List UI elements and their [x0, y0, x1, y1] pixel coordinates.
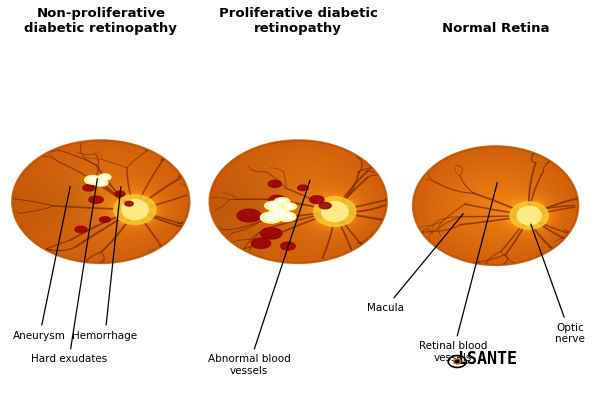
Ellipse shape — [115, 191, 125, 196]
Ellipse shape — [83, 185, 95, 191]
Text: SANTE: SANTE — [467, 350, 517, 368]
Ellipse shape — [282, 203, 296, 210]
Ellipse shape — [285, 204, 293, 208]
Ellipse shape — [101, 175, 109, 179]
Ellipse shape — [265, 214, 278, 221]
Text: Optic
nerve: Optic nerve — [531, 224, 585, 344]
Ellipse shape — [88, 177, 98, 182]
Text: Non-proliferative
diabetic retinopathy: Non-proliferative diabetic retinopathy — [25, 7, 177, 35]
Ellipse shape — [281, 242, 295, 250]
Ellipse shape — [99, 174, 111, 180]
Ellipse shape — [277, 199, 287, 204]
Text: Aneurysm: Aneurysm — [13, 186, 70, 340]
Ellipse shape — [298, 185, 308, 190]
Text: Proliferative diabetic
retinopathy: Proliferative diabetic retinopathy — [219, 7, 377, 35]
Ellipse shape — [85, 176, 101, 184]
Ellipse shape — [455, 360, 459, 363]
Ellipse shape — [269, 206, 289, 217]
Text: Hemorrhage: Hemorrhage — [73, 186, 137, 340]
Text: Normal Retina: Normal Retina — [442, 22, 550, 35]
Ellipse shape — [517, 206, 541, 225]
Ellipse shape — [97, 180, 105, 185]
Ellipse shape — [260, 212, 282, 223]
Ellipse shape — [114, 195, 156, 224]
Ellipse shape — [314, 197, 356, 226]
Text: Abnormal blood
vessels: Abnormal blood vessels — [208, 180, 310, 376]
Ellipse shape — [260, 228, 282, 239]
Ellipse shape — [122, 200, 148, 220]
Text: Macula: Macula — [367, 214, 463, 313]
Ellipse shape — [75, 226, 87, 233]
Ellipse shape — [510, 202, 548, 229]
Ellipse shape — [274, 198, 290, 206]
Ellipse shape — [454, 359, 461, 364]
Ellipse shape — [89, 196, 103, 203]
Text: Hard exudates: Hard exudates — [31, 179, 107, 364]
Ellipse shape — [322, 202, 348, 222]
Ellipse shape — [237, 209, 261, 222]
Ellipse shape — [268, 180, 281, 188]
Ellipse shape — [265, 201, 281, 210]
Text: Retinal blood
vessels: Retinal blood vessels — [419, 182, 497, 363]
Ellipse shape — [310, 196, 324, 204]
Ellipse shape — [273, 208, 285, 215]
Ellipse shape — [319, 202, 331, 209]
Ellipse shape — [94, 179, 108, 186]
Text: L: L — [457, 350, 467, 368]
Ellipse shape — [278, 212, 296, 222]
Ellipse shape — [268, 203, 278, 208]
Ellipse shape — [281, 214, 292, 220]
Ellipse shape — [100, 217, 110, 222]
Ellipse shape — [125, 201, 133, 206]
Ellipse shape — [269, 195, 286, 204]
Ellipse shape — [251, 238, 271, 248]
